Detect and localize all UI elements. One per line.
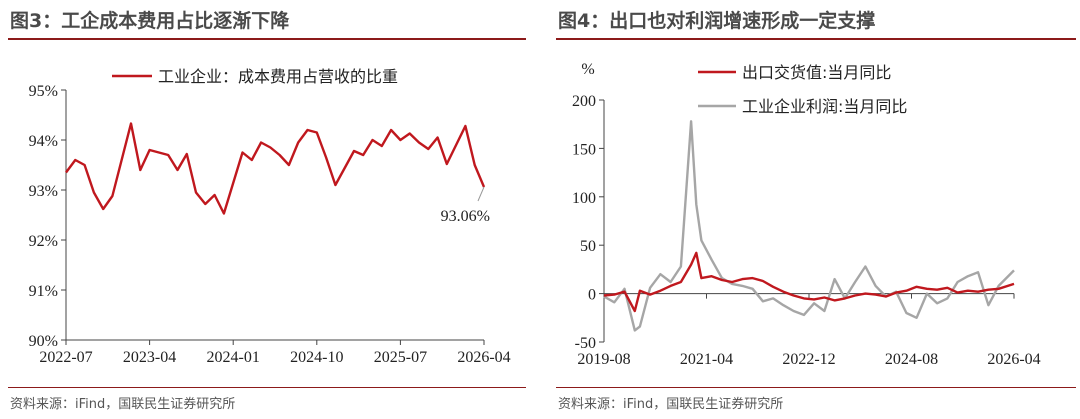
y-tick-label: 150	[572, 141, 596, 158]
right-source-note: 资料来源：iFind，国联民生证券研究所	[558, 397, 784, 412]
right-figure-title: 图4：出口也对利润增速形成一定支撑	[558, 10, 876, 32]
series-line-export	[603, 251, 1015, 313]
x-tick-label: 2022-07	[39, 349, 92, 366]
y-tick-label: -50	[575, 335, 596, 352]
legend-label-profit: 工业企业利润:当月同比	[742, 97, 907, 116]
y-tick-label: 50	[580, 238, 596, 255]
right-title-rule	[556, 38, 1076, 40]
y-tick-label: 94%	[29, 133, 58, 150]
y-tick-label: 100	[572, 190, 596, 207]
x-tick-label: 2019-08	[577, 351, 630, 368]
legend-label-cost-ratio: 工业企业：成本费用占营收的比重	[158, 67, 398, 86]
series-line-profit	[603, 120, 1015, 332]
x-tick-label: 2025-07	[374, 349, 427, 366]
y-tick-label: 91%	[29, 283, 58, 300]
y-tick-label: 93%	[29, 183, 58, 200]
x-tick-label: 2026-04	[457, 349, 510, 366]
x-tick-label: 2024-10	[290, 349, 343, 366]
x-tick-label: 2024-01	[207, 349, 260, 366]
series-line-cost-ratio	[65, 122, 486, 215]
y-unit-label: %	[581, 61, 594, 78]
left-source-rule	[8, 387, 526, 388]
left-source-note: 资料来源：iFind，国联民生证券研究所	[10, 397, 236, 412]
y-tick-label: 90%	[29, 333, 58, 350]
left-title-rule	[8, 38, 526, 40]
right-figure-panel: 图4：出口也对利润增速形成一定支撑 -50 0 50 100 150 200 2019-08…	[548, 0, 1080, 419]
right-source-rule	[556, 387, 1076, 388]
x-tick-label: 2026-04	[987, 351, 1040, 368]
y-tick-label: 200	[572, 93, 596, 110]
x-tick-label: 2023-04	[123, 349, 176, 366]
x-tick-label: 2021-04	[680, 351, 733, 368]
right-line-chart: -50 0 50 100 150 200 2019-08 2021-04 2022-12 2024…	[572, 61, 1041, 368]
y-tick-label: 92%	[29, 233, 58, 250]
left-line-chart: 90% 91% 92% 93% 94% 95% 2022-07 2023-04 2024-01 2…	[29, 67, 511, 366]
left-figure-title: 图3：工企成本费用占比逐渐下降	[10, 10, 290, 32]
legend-label-export: 出口交货值:当月同比	[742, 63, 891, 82]
annotation-last-value: 93.06%	[441, 208, 490, 225]
x-tick-label: 2022-12	[782, 351, 835, 368]
y-tick-label: 95%	[29, 83, 58, 100]
left-figure-panel: 图3：工企成本费用占比逐渐下降 90% 91% 92% 93% 94% 95% 2022-0…	[0, 0, 530, 419]
y-tick-label: 0	[588, 287, 596, 304]
annotation-leader	[477, 186, 485, 202]
x-tick-label: 2024-08	[885, 351, 938, 368]
